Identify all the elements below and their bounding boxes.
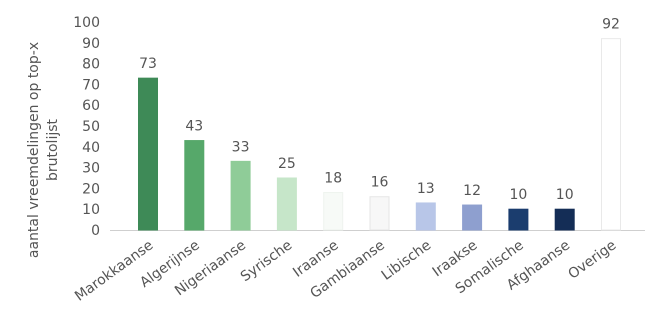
data-label: 92 xyxy=(602,17,620,33)
category-labels: MarokkaanseAlgerijnseNigeriaanseSyrische… xyxy=(72,237,619,304)
y-tick-label: 50 xyxy=(82,119,100,135)
bar-nigeriaanse xyxy=(230,160,251,231)
bar-gambiaanse xyxy=(369,196,390,231)
bar-iraanse xyxy=(323,192,344,231)
y-tick-label: 40 xyxy=(82,140,100,156)
y-axis-ticks: 0 10 20 30 40 50 60 70 80 90 100 xyxy=(73,15,100,239)
bar-iraakse xyxy=(462,204,483,231)
bar-afghaanse xyxy=(554,208,575,231)
data-label: 16 xyxy=(371,175,389,191)
bar-libische xyxy=(415,202,436,231)
bar-marokkaanse xyxy=(138,77,158,231)
data-label: 10 xyxy=(509,187,527,203)
data-label: 25 xyxy=(278,156,296,172)
data-label: 73 xyxy=(139,56,157,72)
y-axis-label-line: brutolijst xyxy=(45,118,61,181)
x-category-label: Marokkaanse xyxy=(72,237,156,304)
data-label: 10 xyxy=(556,187,574,203)
y-tick-label: 70 xyxy=(82,77,100,93)
data-label: 12 xyxy=(463,183,481,199)
bar-algerijnse xyxy=(184,140,205,231)
data-label: 18 xyxy=(324,171,342,187)
y-tick-label: 90 xyxy=(82,36,100,52)
y-tick-label: 100 xyxy=(73,15,100,31)
x-category-label: Libische xyxy=(379,237,434,283)
y-tick-label: 20 xyxy=(82,181,100,197)
x-category-label: Overige xyxy=(565,237,619,282)
y-tick-label: 30 xyxy=(82,161,100,177)
y-tick-label: 0 xyxy=(91,223,100,239)
bar-overige xyxy=(601,38,621,231)
bar-somalische xyxy=(508,208,529,231)
x-category-label: Syrische xyxy=(238,237,295,285)
y-axis-label: aantal vreemdelingen op top-x brutolijst xyxy=(26,42,61,258)
y-tick-label: 10 xyxy=(82,202,100,218)
y-tick-label: 60 xyxy=(82,98,100,114)
data-label: 33 xyxy=(232,139,250,155)
data-label: 13 xyxy=(417,181,435,197)
bar-syrische xyxy=(276,177,297,231)
y-tick-label: 80 xyxy=(82,57,100,73)
y-axis-label-line: aantal vreemdelingen op top-x xyxy=(26,42,42,258)
bars xyxy=(138,38,621,231)
data-labels: 73 43 33 25 18 16 13 12 10 10 92 xyxy=(139,17,620,204)
data-label: 43 xyxy=(185,119,203,135)
